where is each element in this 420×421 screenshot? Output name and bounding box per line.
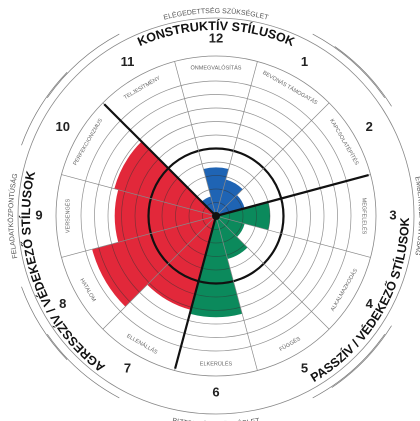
grid-ring bbox=[188, 188, 244, 244]
grid-ring bbox=[80, 80, 352, 352]
spoke bbox=[61, 174, 217, 217]
reference-circle bbox=[147, 147, 285, 285]
sector-label: FÜGGÉS bbox=[278, 335, 302, 353]
sector-number: 6 bbox=[212, 384, 219, 399]
sector-label: KAPCSOLATÉPÍTÉS bbox=[328, 118, 360, 167]
sector-label: ELKERÜLÉS bbox=[200, 360, 233, 367]
center-dot bbox=[212, 212, 220, 220]
spoke bbox=[61, 215, 217, 258]
spoke bbox=[215, 61, 258, 217]
group-title-text: PASSZÍV / VÉDEKEZŐ STÍLUSOK bbox=[308, 217, 412, 385]
arrow-arc bbox=[312, 333, 386, 399]
wedge bbox=[203, 167, 229, 216]
grid bbox=[17, 17, 415, 415]
grid-ring bbox=[121, 121, 311, 311]
outer-label: FELADATKÖZPONTÚSÁG bbox=[7, 173, 19, 259]
sector-number: 8 bbox=[59, 296, 66, 311]
arrow-arc bbox=[334, 46, 392, 107]
sector-label: VERSENGÉS bbox=[64, 199, 71, 234]
arrow-arc bbox=[21, 71, 68, 146]
sector-label: MEGFELELÉS bbox=[361, 198, 368, 235]
sector-number: 4 bbox=[366, 296, 374, 311]
sector-number: 12 bbox=[209, 30, 223, 45]
sector-number: 10 bbox=[55, 119, 69, 134]
sector-number: 5 bbox=[301, 361, 308, 376]
arrow-arc bbox=[21, 286, 68, 361]
wedge bbox=[216, 179, 243, 216]
arrow-arc bbox=[312, 33, 386, 99]
group-title: AGRESSZÍV / VÉDEKEZŐ STÍLUSOK bbox=[18, 170, 108, 375]
spoke bbox=[215, 215, 371, 258]
grid-ring bbox=[94, 94, 338, 338]
spoke bbox=[102, 215, 217, 330]
group-title-text: AGRESSZÍV / VÉDEKEZŐ STÍLUSOK bbox=[18, 170, 108, 375]
sector-number: 7 bbox=[124, 361, 131, 376]
outer-label-text: FELADATKÖZPONTÚSÁG bbox=[7, 173, 19, 259]
wedge bbox=[92, 216, 216, 307]
group-boundary bbox=[174, 215, 218, 369]
sector-number: 1 bbox=[301, 54, 308, 69]
sector-number: 9 bbox=[35, 207, 42, 222]
outer-ring bbox=[55, 55, 377, 377]
outer-label: BIZTONSÁG SZÜKSÉGLET bbox=[172, 417, 262, 421]
sector-number: 2 bbox=[366, 119, 373, 134]
spoke bbox=[174, 61, 217, 217]
outer-ring bbox=[17, 17, 415, 415]
grid-ring bbox=[202, 202, 230, 230]
arrow-arc bbox=[46, 333, 120, 399]
arrow-arc bbox=[331, 325, 392, 388]
sector-label: ALKALMAZKODÁS bbox=[329, 267, 359, 312]
sector-label: TELJESÍTMÉNY bbox=[122, 74, 161, 101]
arrow-arc bbox=[46, 33, 120, 99]
wedge bbox=[216, 194, 245, 216]
wedge bbox=[147, 216, 216, 310]
grid-ring bbox=[107, 107, 325, 325]
spoke bbox=[215, 102, 330, 217]
grid-ring bbox=[134, 134, 298, 298]
spoke bbox=[215, 215, 258, 371]
sector-label: BEVONÁS TÁMOGATÁS bbox=[261, 69, 319, 106]
sector-label: ÖNMEGVALÓSÍTÁS bbox=[191, 64, 242, 71]
group-boundary bbox=[103, 103, 217, 217]
spoke bbox=[215, 215, 330, 330]
wedge bbox=[216, 216, 245, 238]
sector-number: 11 bbox=[121, 54, 135, 69]
grid-ring bbox=[161, 161, 271, 271]
wedge bbox=[114, 189, 216, 243]
outer-label-text: BIZTONSÁG SZÜKSÉGLET bbox=[172, 417, 262, 421]
sector-number: 3 bbox=[389, 207, 396, 222]
sector-label: HATALOM bbox=[78, 278, 96, 304]
group-boundary bbox=[215, 174, 369, 218]
grid-ring bbox=[175, 175, 257, 257]
wedges bbox=[92, 141, 270, 318]
group-title: PASSZÍV / VÉDEKEZŐ STÍLUSOK bbox=[308, 217, 412, 385]
wedge bbox=[189, 216, 243, 318]
sector-label: PERFEKCIONIZMUS bbox=[72, 118, 104, 167]
